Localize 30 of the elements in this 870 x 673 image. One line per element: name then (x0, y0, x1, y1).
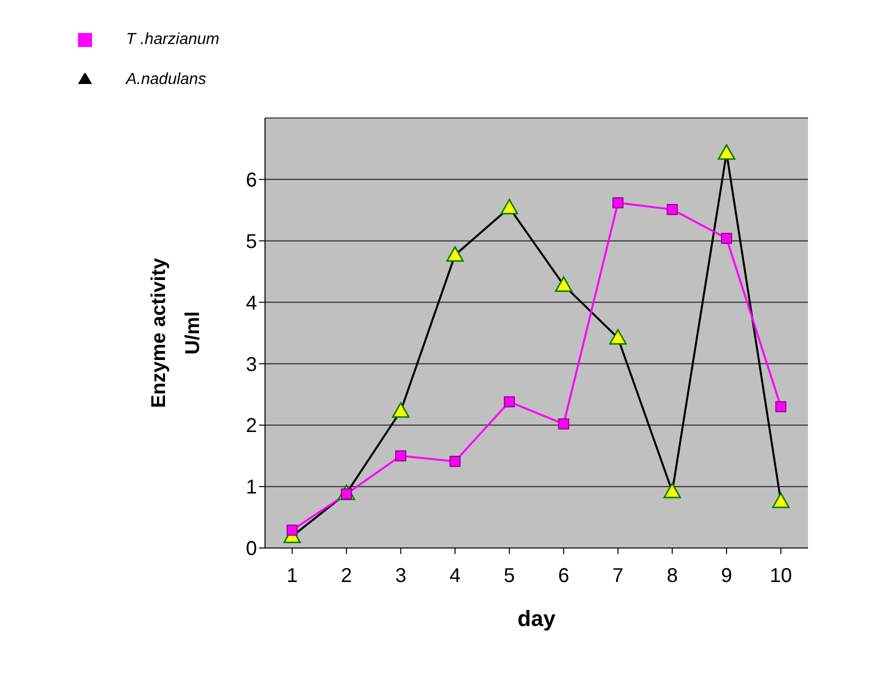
y-tick-label: 5 (246, 230, 257, 253)
point (504, 396, 515, 408)
y-tick-label: 4 (246, 292, 257, 314)
y-tick-label: 0 (246, 538, 257, 560)
x-tick-label: 10 (770, 565, 792, 588)
x-tick-label: 2 (340, 565, 352, 588)
point (666, 204, 678, 216)
point (721, 232, 732, 244)
x-tick-label: 7 (612, 565, 624, 588)
y-tick-label: 6 (246, 170, 257, 192)
y-tick-label: 3 (246, 354, 257, 376)
legend-label: T .harzianum (126, 31, 220, 48)
x-axis-title: day (518, 606, 556, 631)
point (775, 401, 786, 412)
point (286, 524, 298, 536)
point (395, 450, 406, 462)
x-tick-label: 1 (286, 565, 298, 588)
x-tick-label: 5 (504, 565, 515, 588)
point (450, 456, 461, 467)
x-tick-label: 9 (720, 565, 732, 588)
x-tick-label: 4 (449, 565, 461, 588)
x-tick-label: 8 (666, 565, 678, 588)
point (558, 418, 570, 430)
x-tick-label: 3 (395, 565, 406, 588)
point (612, 197, 624, 208)
legend-label: A.nadulans (126, 71, 206, 88)
y-tick-label: 2 (246, 415, 257, 438)
x-tick-label: 6 (558, 565, 570, 588)
y-axis-title: Enzyme activity U/ml (148, 257, 204, 408)
y-tick-label: 1 (246, 476, 257, 499)
